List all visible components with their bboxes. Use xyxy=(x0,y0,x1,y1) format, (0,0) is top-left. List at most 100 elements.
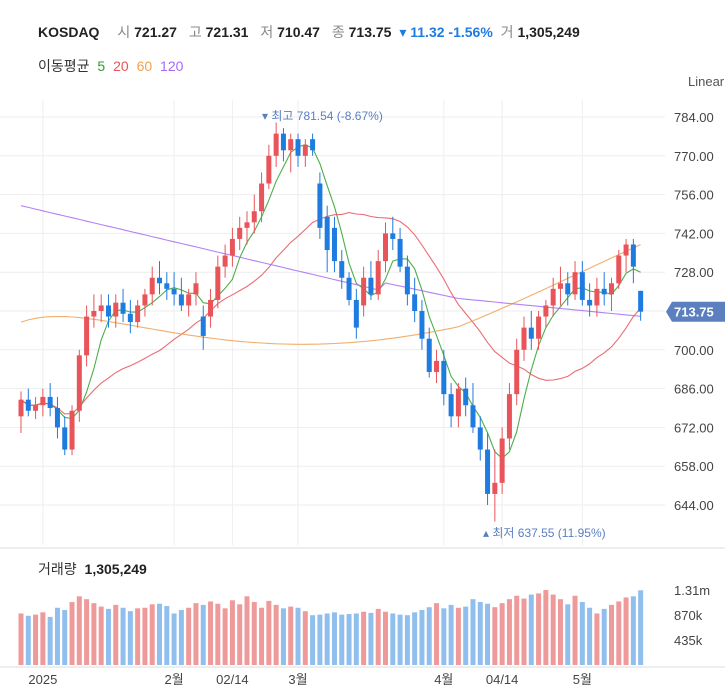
candle-body xyxy=(579,272,585,300)
last-price-label: 713.75 xyxy=(674,305,714,320)
volume-bar xyxy=(572,595,578,665)
volume-tick-label: 1.31m xyxy=(674,583,710,598)
volume-bar xyxy=(18,613,24,665)
volume-bar xyxy=(215,603,221,665)
ma-20-line xyxy=(20,212,642,415)
volume-bar xyxy=(557,599,563,665)
x-tick-label: 5월 xyxy=(573,672,592,687)
candle-body xyxy=(492,482,498,494)
volume-bar xyxy=(164,606,170,665)
volume-bar xyxy=(142,607,148,665)
candle-body xyxy=(426,338,432,372)
volume-bar xyxy=(295,607,301,665)
quote-header: KOSDAQ 시 721.27 고 721.31 저 710.47 종 713.… xyxy=(38,22,584,42)
volume-bar xyxy=(62,610,68,665)
candle-body xyxy=(630,244,636,267)
volume-bar xyxy=(601,608,607,665)
volume-bar xyxy=(463,606,469,665)
candle-body xyxy=(113,302,119,317)
volume-bar xyxy=(280,608,286,665)
volume-bar xyxy=(397,614,403,665)
candle-body xyxy=(105,305,111,317)
candle-body xyxy=(455,388,461,417)
candle-body xyxy=(229,238,235,256)
volume-bar xyxy=(98,606,104,665)
x-tick-label: 3월 xyxy=(288,672,307,687)
candle-body xyxy=(419,311,425,339)
volume-bar xyxy=(550,594,556,665)
candle-body xyxy=(383,233,388,262)
price-tick-label: 742.00 xyxy=(674,226,714,241)
low-value: 710.47 xyxy=(277,24,320,40)
candle-body xyxy=(302,144,308,156)
candle-body xyxy=(528,327,534,339)
candle-body xyxy=(404,266,410,295)
open-label: 시 xyxy=(117,24,131,40)
ma-120-line xyxy=(20,205,641,317)
candle-body xyxy=(375,261,381,295)
candle-body xyxy=(266,155,272,184)
candle-body xyxy=(193,283,199,295)
volume-bar xyxy=(565,604,571,665)
volume-header-label: 거래량 xyxy=(38,561,77,577)
candle-body xyxy=(91,311,97,317)
candle-body xyxy=(587,299,593,306)
volume-bar xyxy=(339,614,345,665)
candle-body xyxy=(186,294,192,306)
volume-bar xyxy=(331,612,337,665)
volume-bar xyxy=(40,612,46,665)
candles xyxy=(18,122,644,522)
volume-bar xyxy=(353,613,359,665)
volume-header: 거래량 1,305,249 xyxy=(38,559,147,579)
volume-bar xyxy=(33,614,39,665)
candle-body xyxy=(463,388,469,406)
candle-body xyxy=(200,316,206,336)
candle-body xyxy=(237,227,243,239)
volume-bar xyxy=(178,610,184,665)
volume-bar xyxy=(485,603,491,665)
volume-bar xyxy=(317,614,323,665)
max-price-annotation: ▾ 최고 781.54 (-8.67%) xyxy=(262,109,383,123)
volume-bar xyxy=(638,590,644,665)
candle-body xyxy=(565,283,571,295)
ma-60-line xyxy=(20,244,641,345)
price-tick-label: 644.00 xyxy=(674,498,714,513)
candle-body xyxy=(33,405,39,411)
volume-bar xyxy=(587,607,593,665)
volume-bar xyxy=(470,599,476,665)
candle-body xyxy=(40,396,46,406)
x-tick-label: 2월 xyxy=(164,672,183,687)
volume-bar xyxy=(630,596,636,665)
candle-body xyxy=(594,288,600,306)
candle-body xyxy=(514,349,520,395)
volume-bar xyxy=(514,595,520,665)
candle-body xyxy=(434,360,440,372)
ma-20-label: 20 xyxy=(113,58,129,74)
candle-body xyxy=(76,355,82,411)
x-tick-label: 02/14 xyxy=(216,672,249,687)
volume-bar xyxy=(288,606,294,665)
volume-bar xyxy=(84,599,90,665)
volume-bar xyxy=(477,602,483,665)
volume-bar xyxy=(324,613,330,665)
high-value: 721.31 xyxy=(205,24,249,40)
candle-body xyxy=(441,360,447,395)
candle-body xyxy=(550,288,556,306)
candle-body xyxy=(390,233,396,239)
price-grid: 784.00 770.00 756.00 742.00 728.00 700.00 686.… xyxy=(0,100,714,545)
volume-tick-label: 435k xyxy=(674,633,703,648)
scale-mode-toggle[interactable]: Linear xyxy=(688,74,725,89)
candle-body xyxy=(623,244,629,256)
moving-average-legend[interactable]: 이동평균 5 20 60 120 xyxy=(38,56,187,76)
volume-bar xyxy=(302,611,308,665)
ma-5-line xyxy=(20,144,641,460)
price-tick-label: 770.00 xyxy=(674,149,714,164)
price-tick-label: 784.00 xyxy=(674,110,714,125)
candle-body xyxy=(485,449,491,494)
volume-bar xyxy=(492,607,498,665)
candle-body xyxy=(120,302,126,314)
x-tick-label: 4월 xyxy=(434,672,453,687)
candle-body xyxy=(346,277,352,300)
volume-bar xyxy=(135,608,141,665)
